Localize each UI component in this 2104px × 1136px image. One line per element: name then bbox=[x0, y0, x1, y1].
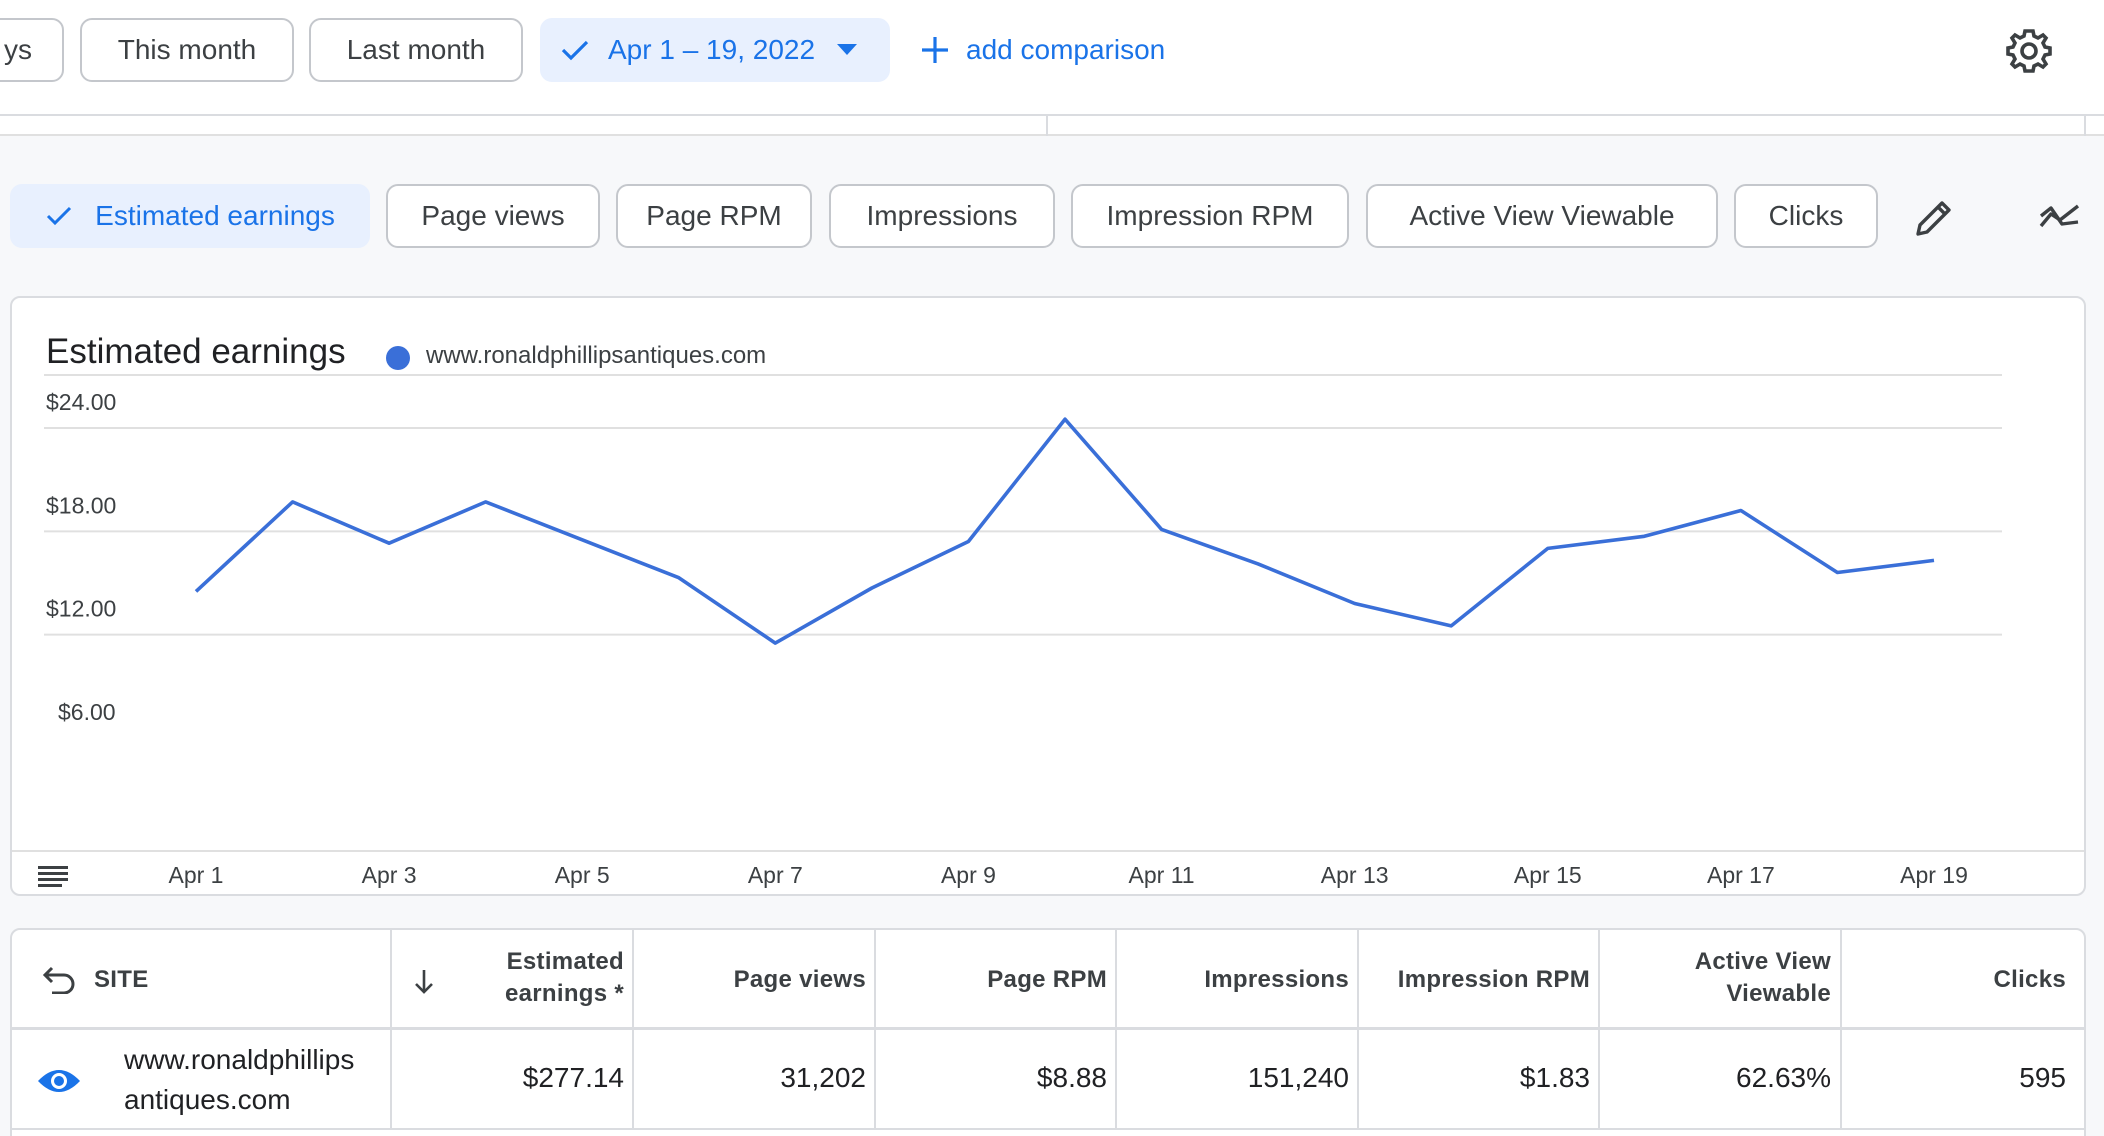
column-divider bbox=[874, 930, 876, 1130]
column-divider bbox=[1115, 930, 1117, 1130]
cell-page-rpm: $8.88 bbox=[1036, 1062, 1107, 1093]
plus-icon bbox=[922, 37, 948, 63]
line-chart: $24.00 $18.00 $12.00 $6.00 bbox=[44, 374, 2002, 725]
metric-label: Page RPM bbox=[646, 200, 782, 231]
cell-page-views: 31,202 bbox=[780, 1062, 866, 1093]
arrow-down-icon[interactable] bbox=[412, 968, 436, 996]
column-divider bbox=[632, 930, 634, 1130]
this-month-chip[interactable]: This month bbox=[80, 18, 294, 82]
metric-chip-clicks[interactable]: Clicks bbox=[1734, 184, 1878, 248]
eye-icon[interactable] bbox=[36, 1066, 82, 1096]
chart-title: Estimated earnings bbox=[46, 332, 346, 371]
cell-impressions: 151,240 bbox=[1247, 1062, 1349, 1093]
x-tick-label: Apr 15 bbox=[1514, 862, 1582, 888]
sub-toolbar bbox=[0, 116, 2104, 136]
metric-label: Impression RPM bbox=[1106, 200, 1314, 231]
metric-chip-page-rpm[interactable]: Page RPM bbox=[616, 184, 812, 248]
x-tick-label: Apr 13 bbox=[1321, 862, 1389, 888]
cell-clicks: 595 bbox=[2019, 1062, 2066, 1093]
series-line[interactable] bbox=[194, 417, 1935, 645]
x-axis: Apr 1 Apr 3 Apr 5 Apr 7 Apr 9 Apr 11 Apr 13 Apr… bbox=[169, 862, 1968, 888]
table-header-row: SITE Estimated earnings * Page views Pag… bbox=[12, 930, 2084, 1030]
x-tick-label: Apr 3 bbox=[362, 862, 417, 888]
this-month-label: This month bbox=[117, 34, 257, 65]
site-line: www.ronaldphillips bbox=[124, 1044, 355, 1075]
undo-icon[interactable] bbox=[42, 964, 76, 994]
chart-footer: Apr 1 Apr 3 Apr 5 Apr 7 Apr 9 Apr 11 Apr 13 Apr… bbox=[12, 850, 2084, 894]
column-header-page-views[interactable]: Page views bbox=[733, 966, 866, 993]
cell-impression-rpm: $1.83 bbox=[1519, 1062, 1590, 1093]
date-range-selector[interactable]: Apr 1 – 19, 2022 bbox=[540, 18, 890, 82]
y-tick-label: $6.00 bbox=[58, 699, 116, 725]
cell-estimated-earnings: $277.14 bbox=[522, 1062, 624, 1093]
date-filter-bar: ys This month Last month Apr 1 – 19, 202… bbox=[0, 0, 2104, 116]
cell-site[interactable]: www.ronaldphillips antiques.com bbox=[124, 1040, 354, 1120]
add-comparison-button[interactable]: add comparison bbox=[920, 28, 1165, 72]
header-line: Viewable bbox=[1726, 980, 1831, 1007]
column-header-estimated-earnings[interactable]: Estimated earnings * bbox=[505, 946, 624, 1010]
date-chip-partial-label: ys bbox=[4, 34, 32, 65]
report-table: SITE Estimated earnings * Page views Pag… bbox=[10, 928, 2086, 1136]
column-header-impression-rpm[interactable]: Impression RPM bbox=[1397, 966, 1590, 993]
column-header-clicks[interactable]: Clicks bbox=[1993, 966, 2066, 993]
legend-swatch bbox=[386, 346, 410, 370]
metric-label: Clicks bbox=[1768, 200, 1844, 231]
metric-label: Estimated earnings bbox=[95, 200, 335, 231]
column-divider bbox=[1357, 930, 1359, 1130]
divider bbox=[1046, 116, 1048, 136]
header-line: Estimated bbox=[506, 948, 624, 975]
x-tick-label: Apr 7 bbox=[748, 862, 803, 888]
check-icon bbox=[47, 206, 72, 226]
menu-lines-icon[interactable] bbox=[38, 864, 68, 888]
column-divider bbox=[390, 930, 392, 1130]
y-tick-label: $18.00 bbox=[46, 492, 116, 518]
site-line: antiques.com bbox=[124, 1084, 291, 1115]
earnings-chart-card: Estimated earnings www.ronaldphillipsant… bbox=[10, 296, 2086, 896]
y-tick-label: $12.00 bbox=[46, 596, 116, 622]
y-tick-label: $24.00 bbox=[46, 389, 116, 415]
trend-compare-icon[interactable] bbox=[2038, 196, 2082, 240]
gear-icon[interactable] bbox=[2006, 28, 2052, 74]
metric-label: Impressions bbox=[866, 200, 1018, 231]
x-tick-label: Apr 5 bbox=[555, 862, 610, 888]
column-header-site[interactable]: SITE bbox=[94, 966, 149, 993]
cell-active-view-viewable: 62.63% bbox=[1736, 1062, 1831, 1093]
caret-down-icon bbox=[837, 44, 858, 55]
table-row[interactable]: www.ronaldphillips antiques.com $277.14 … bbox=[12, 1030, 2084, 1130]
x-tick-label: Apr 11 bbox=[1129, 862, 1195, 888]
date-range-label: Apr 1 – 19, 2022 bbox=[608, 34, 816, 65]
column-header-page-rpm[interactable]: Page RPM bbox=[987, 966, 1107, 993]
check-icon bbox=[561, 40, 589, 61]
add-comparison-label: add comparison bbox=[966, 34, 1166, 65]
divider bbox=[2084, 116, 2086, 136]
header-line: earnings * bbox=[504, 980, 624, 1007]
metric-label: Active View Viewable bbox=[1409, 200, 1675, 231]
metric-chip-estimated-earnings[interactable]: Estimated earnings bbox=[10, 184, 370, 248]
metric-chip-impression-rpm[interactable]: Impression RPM bbox=[1071, 184, 1349, 248]
x-tick-label: Apr 19 bbox=[1900, 862, 1968, 888]
metric-label: Page views bbox=[421, 200, 565, 231]
column-divider bbox=[1598, 930, 1600, 1130]
legend-label: www.ronaldphillipsantiques.com bbox=[426, 342, 767, 369]
last-month-label: Last month bbox=[346, 34, 486, 65]
x-tick-label: Apr 1 bbox=[169, 862, 224, 888]
metric-chip-impressions[interactable]: Impressions bbox=[829, 184, 1055, 248]
metric-chip-active-view-viewable[interactable]: Active View Viewable bbox=[1366, 184, 1718, 248]
column-header-impressions[interactable]: Impressions bbox=[1204, 966, 1349, 993]
metric-chip-page-views[interactable]: Page views bbox=[386, 184, 600, 248]
header-line: Active View bbox=[1694, 948, 1831, 975]
x-tick-label: Apr 9 bbox=[941, 862, 996, 888]
pencil-icon[interactable] bbox=[1912, 196, 1956, 240]
last-month-chip[interactable]: Last month bbox=[309, 18, 523, 82]
date-chip-partial[interactable]: ys bbox=[0, 18, 64, 82]
column-header-active-view-viewable[interactable]: Active View Viewable bbox=[1695, 946, 1831, 1010]
column-divider bbox=[1840, 930, 1842, 1130]
x-tick-label: Apr 17 bbox=[1707, 862, 1775, 888]
